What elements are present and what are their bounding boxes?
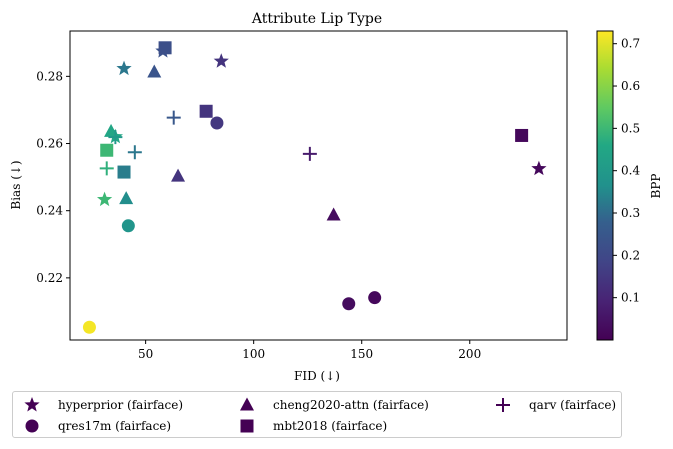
x-axis-label: FID (↓) [294,369,340,383]
colorbar-tick-label: 0.5 [621,121,640,135]
data-point-circle-1 [342,297,356,311]
data-point-square-1 [199,104,213,118]
legend-marker-star [24,397,40,412]
data-point-star-1 [213,53,229,68]
colorbar-tick-label: 0.4 [621,164,640,178]
data-point-star-0 [531,160,547,176]
data-point-plus-0 [302,146,317,161]
legend-marker-circle [25,419,39,433]
data-point-square-3 [117,165,131,179]
data-point-triangle-1 [171,168,186,182]
x-tick-label: 200 [458,347,481,361]
legend-entries: hyperprior (fairface) qres17m (fairface) c… [24,397,616,433]
plot-area [82,41,547,334]
x-tick-label: 50 [138,347,153,361]
data-point-triangle-0 [326,207,341,221]
plot-frame [69,30,568,341]
data-point-plus-2 [127,145,142,160]
chart-title: Attribute Lip Type [251,11,382,27]
data-point-star-5 [96,191,113,207]
y-tick-label: 0.28 [36,69,63,83]
data-point-circle-4 [82,320,96,334]
data-point-star-3 [116,60,132,76]
x-tick-label: 100 [242,347,265,361]
y-axis-label: Bias (↓) [9,160,23,209]
data-point-square-2 [158,41,172,55]
colorbar-tick-label: 0.7 [621,37,640,51]
legend-label: qarv (fairface) [529,398,616,412]
data-point-triangle-3 [119,191,134,205]
y-tick-label: 0.24 [36,204,63,218]
data-point-circle-3 [121,219,135,233]
legend-label: mbt2018 (fairface) [273,419,387,433]
colorbar-tick-label: 0.6 [621,79,640,93]
legend-label: qres17m (fairface) [58,419,171,433]
legend-marker-triangle [240,397,254,411]
data-point-square-4 [100,143,114,157]
colorbar-tick-label: 0.1 [621,291,640,305]
axes: 50 100 150 200 0.22 0.24 0.26 0.28 [36,30,568,361]
data-point-plus-4 [99,161,114,176]
colorbar: 0.1 0.2 0.3 0.4 0.5 0.6 0.7 [596,30,640,341]
legend-label: cheng2020-attn (fairface) [273,398,429,412]
y-tick-label: 0.26 [36,137,63,151]
data-point-square-0 [515,128,529,142]
legend: hyperprior (fairface) qres17m (fairface) c… [12,391,622,438]
data-point-circle-0 [368,291,382,305]
data-point-circle-2 [210,116,224,130]
y-tick-label: 0.22 [36,271,63,285]
legend-marker-square [240,419,254,433]
legend-label: hyperprior (fairface) [58,398,183,412]
legend-marker-plus [496,398,510,412]
colorbar-gradient [596,30,614,341]
colorbar-tick-label: 0.3 [621,206,640,220]
data-point-plus-3 [108,130,123,145]
colorbar-tick-label: 0.2 [621,248,640,262]
colorbar-label: BPP [649,174,663,199]
data-point-triangle-2 [147,64,162,78]
x-tick-label: 150 [350,347,373,361]
data-point-plus-1 [166,110,181,125]
